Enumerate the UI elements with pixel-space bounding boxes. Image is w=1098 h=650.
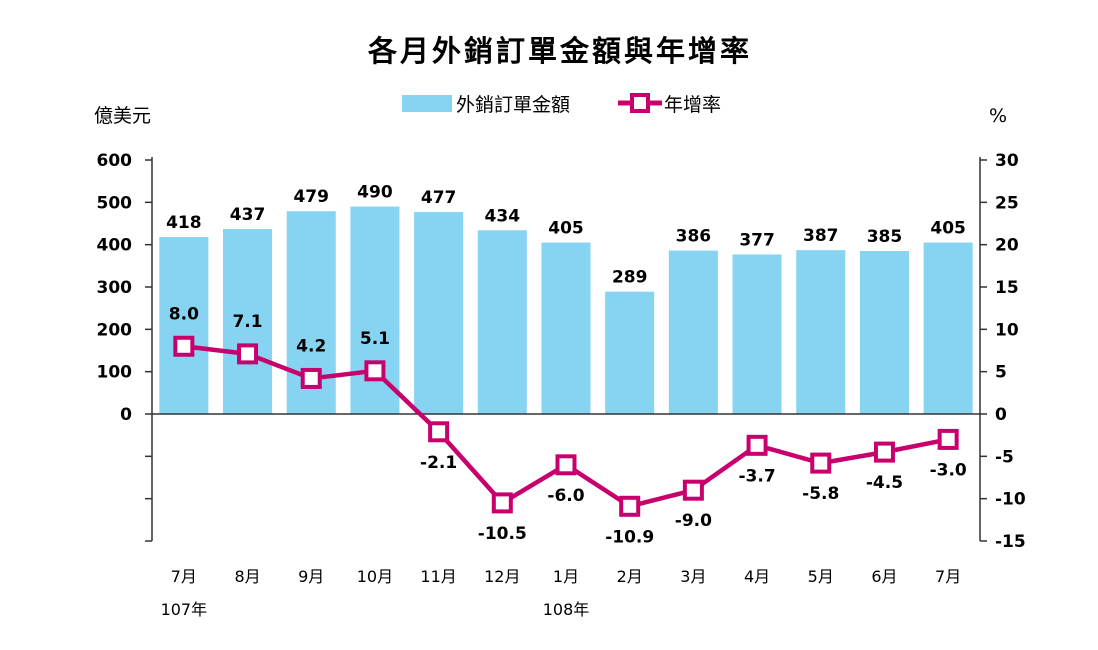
line-marker [555,454,577,476]
bar [223,229,273,414]
data-labels: 418 437 479 490 477 434 405 289 386 377 387 385 405 8… [166,183,967,548]
bar-value-label: 490 [357,183,393,203]
category-label: 7月 [171,567,197,586]
line-marker [682,479,704,501]
legend-swatch-bar [402,95,452,112]
bar [859,251,909,414]
left-tick-label: 300 [97,278,133,298]
left-tick-label: 200 [97,320,133,340]
bar [668,250,718,414]
line-value-label: 5.1 [360,329,390,349]
legend: 外銷訂單金額 年增率 [402,93,721,116]
line-series [173,335,959,517]
bar [541,242,591,414]
left-tick-label: 100 [97,363,133,383]
bar-series [159,206,973,414]
category-label: 6月 [871,567,897,586]
bar-value-label: 477 [421,188,457,208]
line-value-label: -5.8 [802,484,839,504]
bar-value-label: 405 [930,219,966,239]
category-label: 11月 [420,567,456,586]
line-marker [428,421,450,443]
line-value-label: -10.5 [478,524,527,544]
bar-value-label: 437 [230,205,266,225]
line-marker [491,492,513,514]
bar [796,250,846,414]
bar-value-label: 386 [676,227,712,247]
line-marker [937,428,959,450]
legend-label-bar: 外銷訂單金額 [456,94,570,116]
bar [605,291,655,414]
bar-value-label: 387 [803,226,839,246]
right-tick-label: 25 [995,193,1019,213]
category-label: 5月 [808,567,834,586]
category-label: 12月 [484,567,520,586]
bar-value-label: 289 [612,268,648,288]
right-tick-label: 20 [995,236,1019,256]
bar [350,206,400,414]
category-label: 9月 [298,567,324,586]
left-axis-label: 億美元 [94,105,151,127]
line-marker [619,495,641,517]
bar-value-label: 434 [485,206,521,226]
category-label: 1月 [553,567,579,586]
legend-label-line: 年增率 [664,94,721,116]
line-marker [746,434,768,456]
left-tick-label: 600 [97,151,133,171]
category-label: 10月 [357,567,393,586]
category-label: 8月 [234,567,260,586]
right-tick-label: -15 [995,532,1026,552]
right-tick-label: 30 [995,151,1019,171]
line-marker [300,367,322,389]
left-tick-label: 500 [97,193,133,213]
bar [477,230,527,414]
line-marker [810,452,832,474]
line-marker [364,360,386,382]
category-label: 3月 [680,567,706,586]
line-marker [237,343,259,365]
bar-value-label: 418 [166,213,202,233]
right-tick-label: 10 [995,320,1019,340]
left-tick-label: 400 [97,236,133,256]
category-label: 4月 [744,567,770,586]
line-marker [873,441,895,463]
bar-value-label: 385 [867,227,903,247]
line-marker [173,335,195,357]
bar [414,212,464,414]
category-label: 2月 [617,567,643,586]
year-label: 108年 [543,600,590,619]
line-value-label: 8.0 [169,304,199,324]
chart-title: 各月外銷訂單金額與年增率 [367,34,752,68]
line-value-label: -3.0 [930,460,967,480]
legend-swatch-marker [630,93,650,113]
right-tick-label: -10 [995,490,1026,510]
axes: 600 500 400 300 200 100 0 30 25 20 15 10 5 0 -5 -10 -15 7… [97,151,1026,619]
bar [732,254,782,414]
line-value-label: -6.0 [547,486,584,506]
line-value-label: 4.2 [296,336,326,356]
line-value-label: -4.5 [866,473,903,493]
line-value-label: -3.7 [738,466,775,486]
line-value-label: -9.0 [675,511,712,531]
right-axis-label: % [989,105,1007,127]
bar [159,237,209,414]
line-value-label: -2.1 [420,453,457,473]
right-tick-label: 0 [995,405,1007,425]
bar [923,242,973,414]
bar-value-label: 405 [548,219,584,239]
right-tick-label: -5 [995,447,1014,467]
category-label: 7月 [935,567,961,586]
right-tick-label: 5 [995,363,1007,383]
bar-value-label: 479 [293,187,329,207]
bar-value-label: 377 [739,230,775,250]
right-tick-label: 15 [995,278,1019,298]
year-label: 107年 [161,600,208,619]
line-value-label: 7.1 [232,312,262,332]
line-value-label: -10.9 [605,527,654,547]
left-tick-label: 0 [120,405,132,425]
